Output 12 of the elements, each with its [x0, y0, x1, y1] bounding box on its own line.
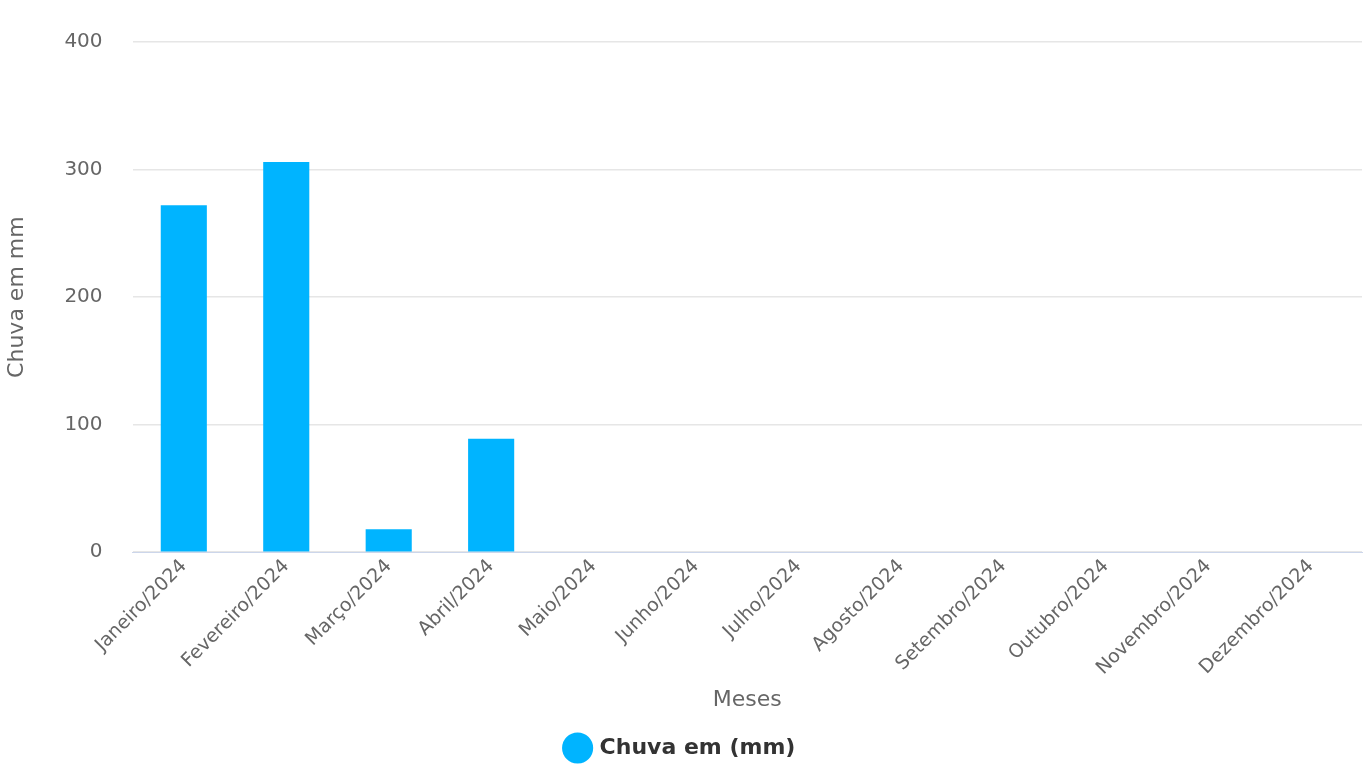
legend-label: Chuva em (mm): [599, 733, 796, 759]
bar: [365, 529, 412, 552]
bar: [160, 205, 207, 552]
y-tick-label: 400: [64, 28, 103, 53]
y-tick-label: 100: [64, 410, 103, 435]
bar: [263, 161, 310, 552]
y-tick-label: 200: [64, 283, 103, 308]
y-axis-title: Chuva em mm: [2, 216, 28, 378]
bar: [468, 438, 515, 552]
x-axis-title: Meses: [712, 685, 782, 711]
y-tick-label: 300: [64, 155, 103, 180]
y-tick-label: 0: [89, 538, 103, 563]
